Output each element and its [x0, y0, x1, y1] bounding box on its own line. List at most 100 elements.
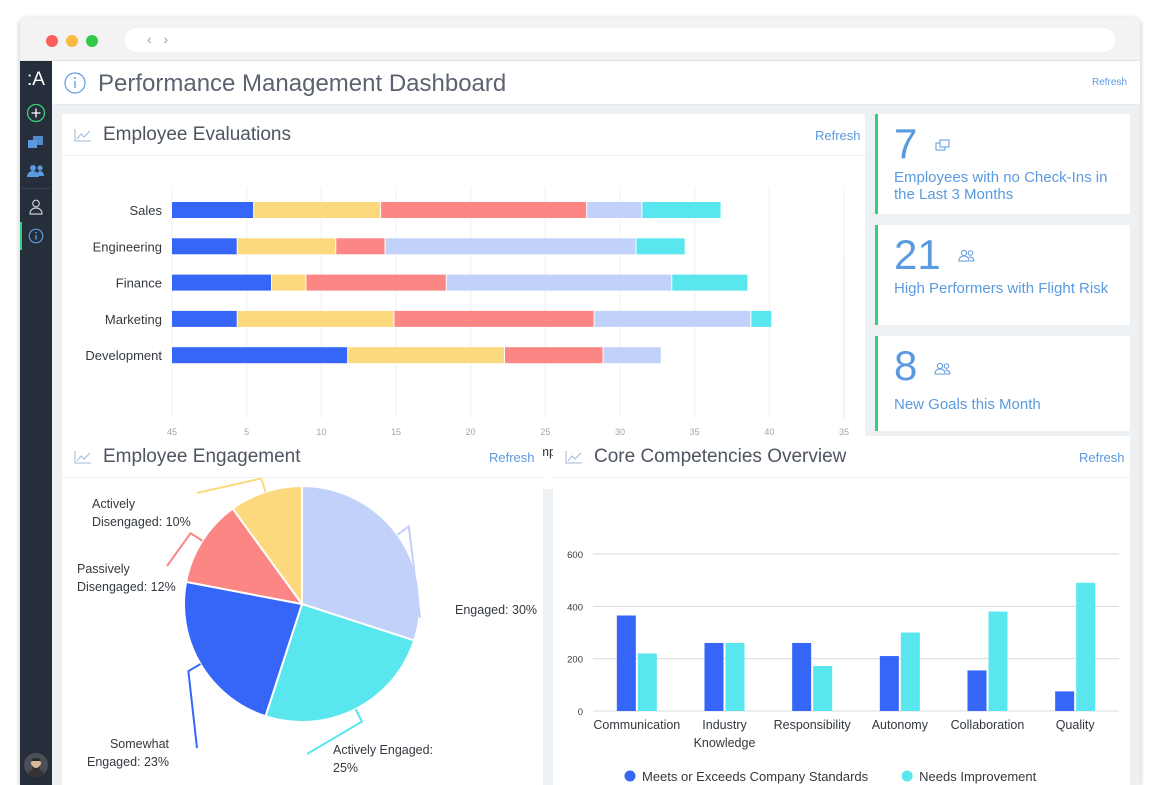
pie-slice[interactable]: [183, 580, 304, 718]
main-content: Performance Management Dashboard Refresh…: [52, 61, 1140, 785]
legend-label[interactable]: Needs Improvement: [919, 769, 1036, 784]
stat-card-no-checkins[interactable]: 7 Employees with no Check-Ins in the Las…: [875, 114, 1130, 214]
panel-title: Employee Evaluations: [103, 124, 291, 145]
panel-title: Core Competencies Overview: [594, 446, 847, 467]
x-tick-label: 45: [167, 427, 177, 437]
bar-segment[interactable]: [172, 238, 237, 255]
maximize-window-button[interactable]: [86, 35, 98, 47]
employee-engagement-chart: Engaged: 30% Actively Engaged: 25% Somewhat…: [77, 478, 537, 775]
close-window-button[interactable]: [46, 35, 58, 47]
header-refresh-link[interactable]: Refresh: [1092, 77, 1128, 88]
back-forward-icon[interactable]: ‹ ›: [147, 31, 173, 47]
bar-segment[interactable]: [446, 274, 672, 291]
bar-segment[interactable]: [336, 238, 385, 255]
bar[interactable]: [879, 656, 899, 711]
bar[interactable]: [792, 642, 812, 711]
bar-segment[interactable]: [172, 274, 272, 291]
bar-segment[interactable]: [642, 202, 721, 218]
bar-segment[interactable]: [505, 347, 603, 364]
bar-segment[interactable]: [306, 274, 446, 291]
bar[interactable]: [967, 670, 987, 711]
slice-label: Engaged: 30%: [455, 603, 537, 617]
sidebar-item-add[interactable]: [20, 99, 52, 127]
people-icon: [934, 362, 951, 375]
active-indicator: [20, 222, 22, 250]
sidebar-item-folders[interactable]: [20, 128, 52, 156]
bar[interactable]: [1055, 691, 1075, 711]
bar-segment[interactable]: [672, 274, 748, 291]
bar-segment[interactable]: [636, 238, 685, 255]
sidebar-item-info[interactable]: [20, 222, 52, 250]
stat-card-new-goals[interactable]: 8 New Goals this Month: [875, 336, 1130, 431]
legend-label[interactable]: Meets or Exceeds Company Standards: [642, 769, 869, 784]
sidebar-item-profile[interactable]: [20, 193, 52, 221]
sidebar-divider: [22, 188, 50, 189]
bar[interactable]: [813, 665, 833, 711]
slice-leader-line: [187, 663, 201, 749]
page-title: Performance Management Dashboard: [98, 70, 507, 97]
bar-segment[interactable]: [348, 347, 505, 364]
x-tick-label: 35: [839, 427, 849, 437]
browser-window: ‹ › :A Performance Management Das: [20, 18, 1140, 785]
evaluations-refresh-link[interactable]: Refresh: [815, 128, 861, 143]
pie-slice[interactable]: [264, 602, 416, 723]
avatar[interactable]: [24, 753, 48, 777]
competencies-refresh-link[interactable]: Refresh: [1079, 450, 1125, 465]
panel-title: Employee Engagement: [103, 446, 301, 467]
line-chart-icon: [74, 451, 91, 464]
minimize-window-button[interactable]: [66, 35, 78, 47]
x-tick-label: 5: [244, 427, 249, 437]
pie-slice[interactable]: [231, 484, 303, 608]
bar[interactable]: [704, 642, 724, 711]
bar-segment[interactable]: [172, 347, 348, 364]
bar-segment[interactable]: [172, 202, 254, 218]
slice-label: Passively Disengaged: 12%: [77, 562, 176, 594]
bar[interactable]: [1076, 582, 1096, 711]
bar-segment[interactable]: [254, 202, 381, 218]
engagement-refresh-link[interactable]: Refresh: [489, 450, 535, 465]
person-icon: [29, 199, 43, 215]
bar-segment[interactable]: [385, 238, 636, 255]
people-icon: [27, 165, 44, 177]
stat-card-flight-risk[interactable]: 21 High Performers with Flight Risk: [875, 225, 1130, 325]
bar-segment[interactable]: [594, 310, 751, 327]
legend-marker: [624, 770, 636, 782]
folders-icon: [935, 139, 950, 151]
slice-leader-line: [196, 478, 267, 494]
x-tick-label: 20: [466, 427, 476, 437]
x-tick-label: 35: [690, 427, 700, 437]
category-label: Engineering: [93, 239, 162, 254]
bar-segment[interactable]: [237, 238, 336, 255]
bar-segment[interactable]: [603, 347, 661, 364]
x-tick-label: 25: [540, 427, 550, 437]
bar-segment[interactable]: [381, 202, 587, 218]
address-bar[interactable]: ‹ ›: [125, 28, 1115, 52]
category-label: Development: [85, 348, 162, 363]
stat-value: 7: [894, 120, 918, 167]
category-label: Marketing: [105, 312, 162, 327]
stat-value: 8: [894, 342, 918, 389]
legend-marker: [901, 770, 913, 782]
bar-segment[interactable]: [237, 310, 394, 327]
category-label: Collaboration: [951, 718, 1025, 732]
bar-segment[interactable]: [751, 310, 772, 327]
employee-engagement-panel: Employee Engagement Refresh Engaged: 30%…: [62, 436, 543, 785]
sidebar-item-people[interactable]: [20, 157, 52, 185]
bar[interactable]: [616, 615, 636, 711]
bar[interactable]: [900, 632, 920, 712]
bar-segment[interactable]: [587, 202, 642, 218]
user-avatar-icon: [27, 758, 45, 777]
bar-segment[interactable]: [394, 310, 594, 327]
page-header: Performance Management Dashboard Refresh: [52, 61, 1140, 105]
bar-segment[interactable]: [272, 274, 306, 291]
info-circle-icon: [28, 228, 44, 244]
bar-segment[interactable]: [172, 310, 237, 327]
app-logo[interactable]: :A: [20, 69, 52, 91]
category-label: Finance: [116, 276, 162, 291]
panel-header: Employee Engagement Refresh: [62, 436, 543, 478]
bar[interactable]: [637, 653, 657, 711]
bar[interactable]: [725, 642, 745, 711]
category-label: Communication: [593, 718, 680, 732]
core-competencies-chart: 0 200 400 600 Communication Industry Knowledge…: [567, 550, 1119, 784]
bar[interactable]: [988, 611, 1008, 711]
